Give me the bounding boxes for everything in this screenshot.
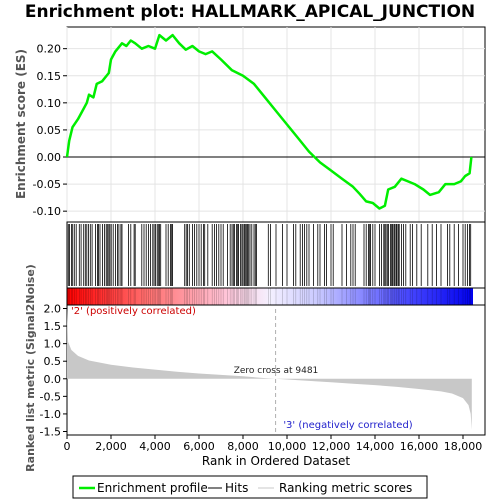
es-y-tick-label: 0.15 bbox=[37, 70, 62, 83]
metric-y-tick-label: 1.0 bbox=[44, 338, 62, 351]
metric-y-tick-label: 0.5 bbox=[44, 355, 62, 368]
legend-profile-label: Enrichment profile bbox=[97, 481, 208, 495]
metric-y-tick-label: 0.0 bbox=[44, 373, 62, 386]
metric-y-tick-label: -1.0 bbox=[40, 408, 61, 421]
hit-lines bbox=[67, 224, 472, 286]
es-y-tick-label: 0.10 bbox=[37, 97, 62, 110]
es-y-tick-label: 0.00 bbox=[37, 151, 62, 164]
hits-panel bbox=[66, 221, 486, 289]
x-tick-label: 12,000 bbox=[312, 440, 351, 453]
rank-gradient-panel bbox=[66, 287, 486, 306]
metric-y-tick-label: -1.5 bbox=[40, 425, 61, 438]
es-y-axis-title: Enrichment score (ES) bbox=[14, 49, 28, 199]
x-tick-label: 16,000 bbox=[400, 440, 439, 453]
gradient-hit-lines bbox=[68, 288, 472, 305]
zero-cross-label: Zero cross at 9481 bbox=[234, 366, 319, 376]
es-y-tick-label: 0.05 bbox=[37, 124, 62, 137]
x-tick-label: 4,000 bbox=[139, 440, 171, 453]
es-y-axis-ticks: -0.10 -0.05 0.00 0.05 0.10 0.15 0.20 bbox=[33, 43, 67, 218]
es-y-tick-label: -0.10 bbox=[33, 205, 61, 218]
x-tick-label: 0 bbox=[64, 440, 71, 453]
metric-y-tick-label: -0.5 bbox=[40, 390, 61, 403]
legend-metric-label: Ranking metric scores bbox=[279, 481, 412, 495]
negative-correlation-note: '3' (negatively correlated) bbox=[283, 420, 412, 431]
x-tick-label: 10,000 bbox=[268, 440, 307, 453]
metric-area bbox=[67, 308, 472, 430]
positive-correlation-note: '2' (positively correlated) bbox=[71, 306, 196, 317]
es-y-tick-label: 0.20 bbox=[37, 43, 62, 56]
legend-box bbox=[72, 475, 428, 499]
x-tick-label: 14,000 bbox=[356, 440, 395, 453]
chart-title: Enrichment plot: HALLMARK_APICAL_JUNCTIO… bbox=[25, 2, 475, 22]
x-tick-label: 8,000 bbox=[227, 440, 259, 453]
x-tick-label: 2,000 bbox=[95, 440, 127, 453]
rank-gradient-bar bbox=[67, 288, 473, 305]
legend: Enrichment profile Hits Ranking metric s… bbox=[72, 475, 428, 499]
legend-hits-label: Hits bbox=[225, 481, 248, 495]
es-profile-line bbox=[65, 33, 473, 210]
metric-y-axis-ticks: -1.5 -1.0 -0.5 0.0 0.5 1.0 1.5 2.0 bbox=[40, 303, 67, 438]
es-panel-frame bbox=[66, 26, 486, 223]
es-y-tick-label: -0.05 bbox=[33, 178, 61, 191]
x-tick-label: 6,000 bbox=[183, 440, 215, 453]
metric-panel: -1.5 -1.0 -0.5 0.0 0.5 1.0 1.5 2.0 '2' (positiv… bbox=[40, 303, 486, 438]
metric-y-tick-label: 1.5 bbox=[44, 320, 62, 333]
x-axis-title: Rank in Ordered Dataset bbox=[202, 454, 350, 468]
x-tick-label: 18,000 bbox=[444, 440, 483, 453]
metric-y-axis-title: Ranked list metric (Signal2Noise) bbox=[24, 264, 37, 472]
es-panel: -0.10 -0.05 0.00 0.05 0.10 0.15 0.20 bbox=[33, 26, 486, 223]
x-axis-ticks: 0 2,000 4,000 6,000 8,000 10,000 12,000 14,000 1… bbox=[64, 435, 483, 453]
metric-y-tick-label: 2.0 bbox=[44, 303, 62, 316]
